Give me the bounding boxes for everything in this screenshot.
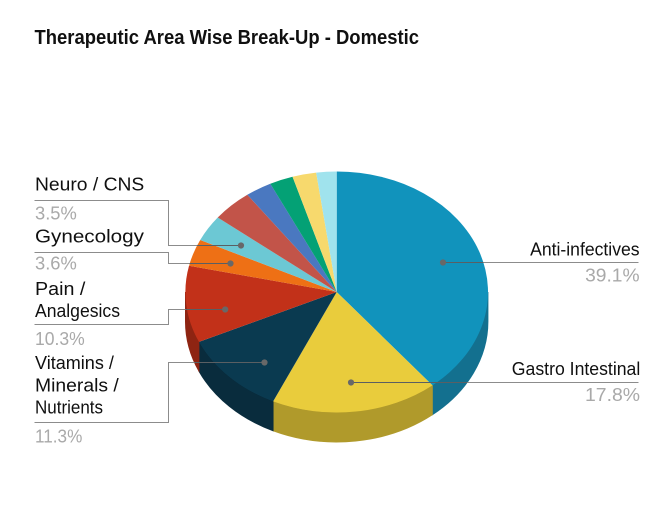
svg-text:Nutrients: Nutrients [35,398,103,418]
svg-text:Gynecology: Gynecology [35,227,144,247]
svg-text:Gastro Intestinal: Gastro Intestinal [512,359,641,379]
svg-text:39.1%: 39.1% [585,266,640,286]
svg-text:Vitamins /: Vitamins / [35,353,114,373]
svg-text:17.8%: 17.8% [585,385,640,405]
svg-text:Anti-infectives: Anti-infectives [530,240,640,260]
svg-text:Neuro / CNS: Neuro / CNS [35,175,144,195]
svg-text:Therapeutic Area Wise Break-Up: Therapeutic Area Wise Break-Up - Domesti… [35,27,420,49]
svg-text:3.5%: 3.5% [35,203,77,223]
svg-text:Pain /: Pain / [35,279,85,299]
svg-text:11.3%: 11.3% [35,427,82,447]
svg-text:Minerals /: Minerals / [35,375,119,395]
svg-text:Analgesics: Analgesics [35,301,120,321]
svg-text:10.3%: 10.3% [35,329,85,349]
svg-text:3.6%: 3.6% [35,253,77,273]
